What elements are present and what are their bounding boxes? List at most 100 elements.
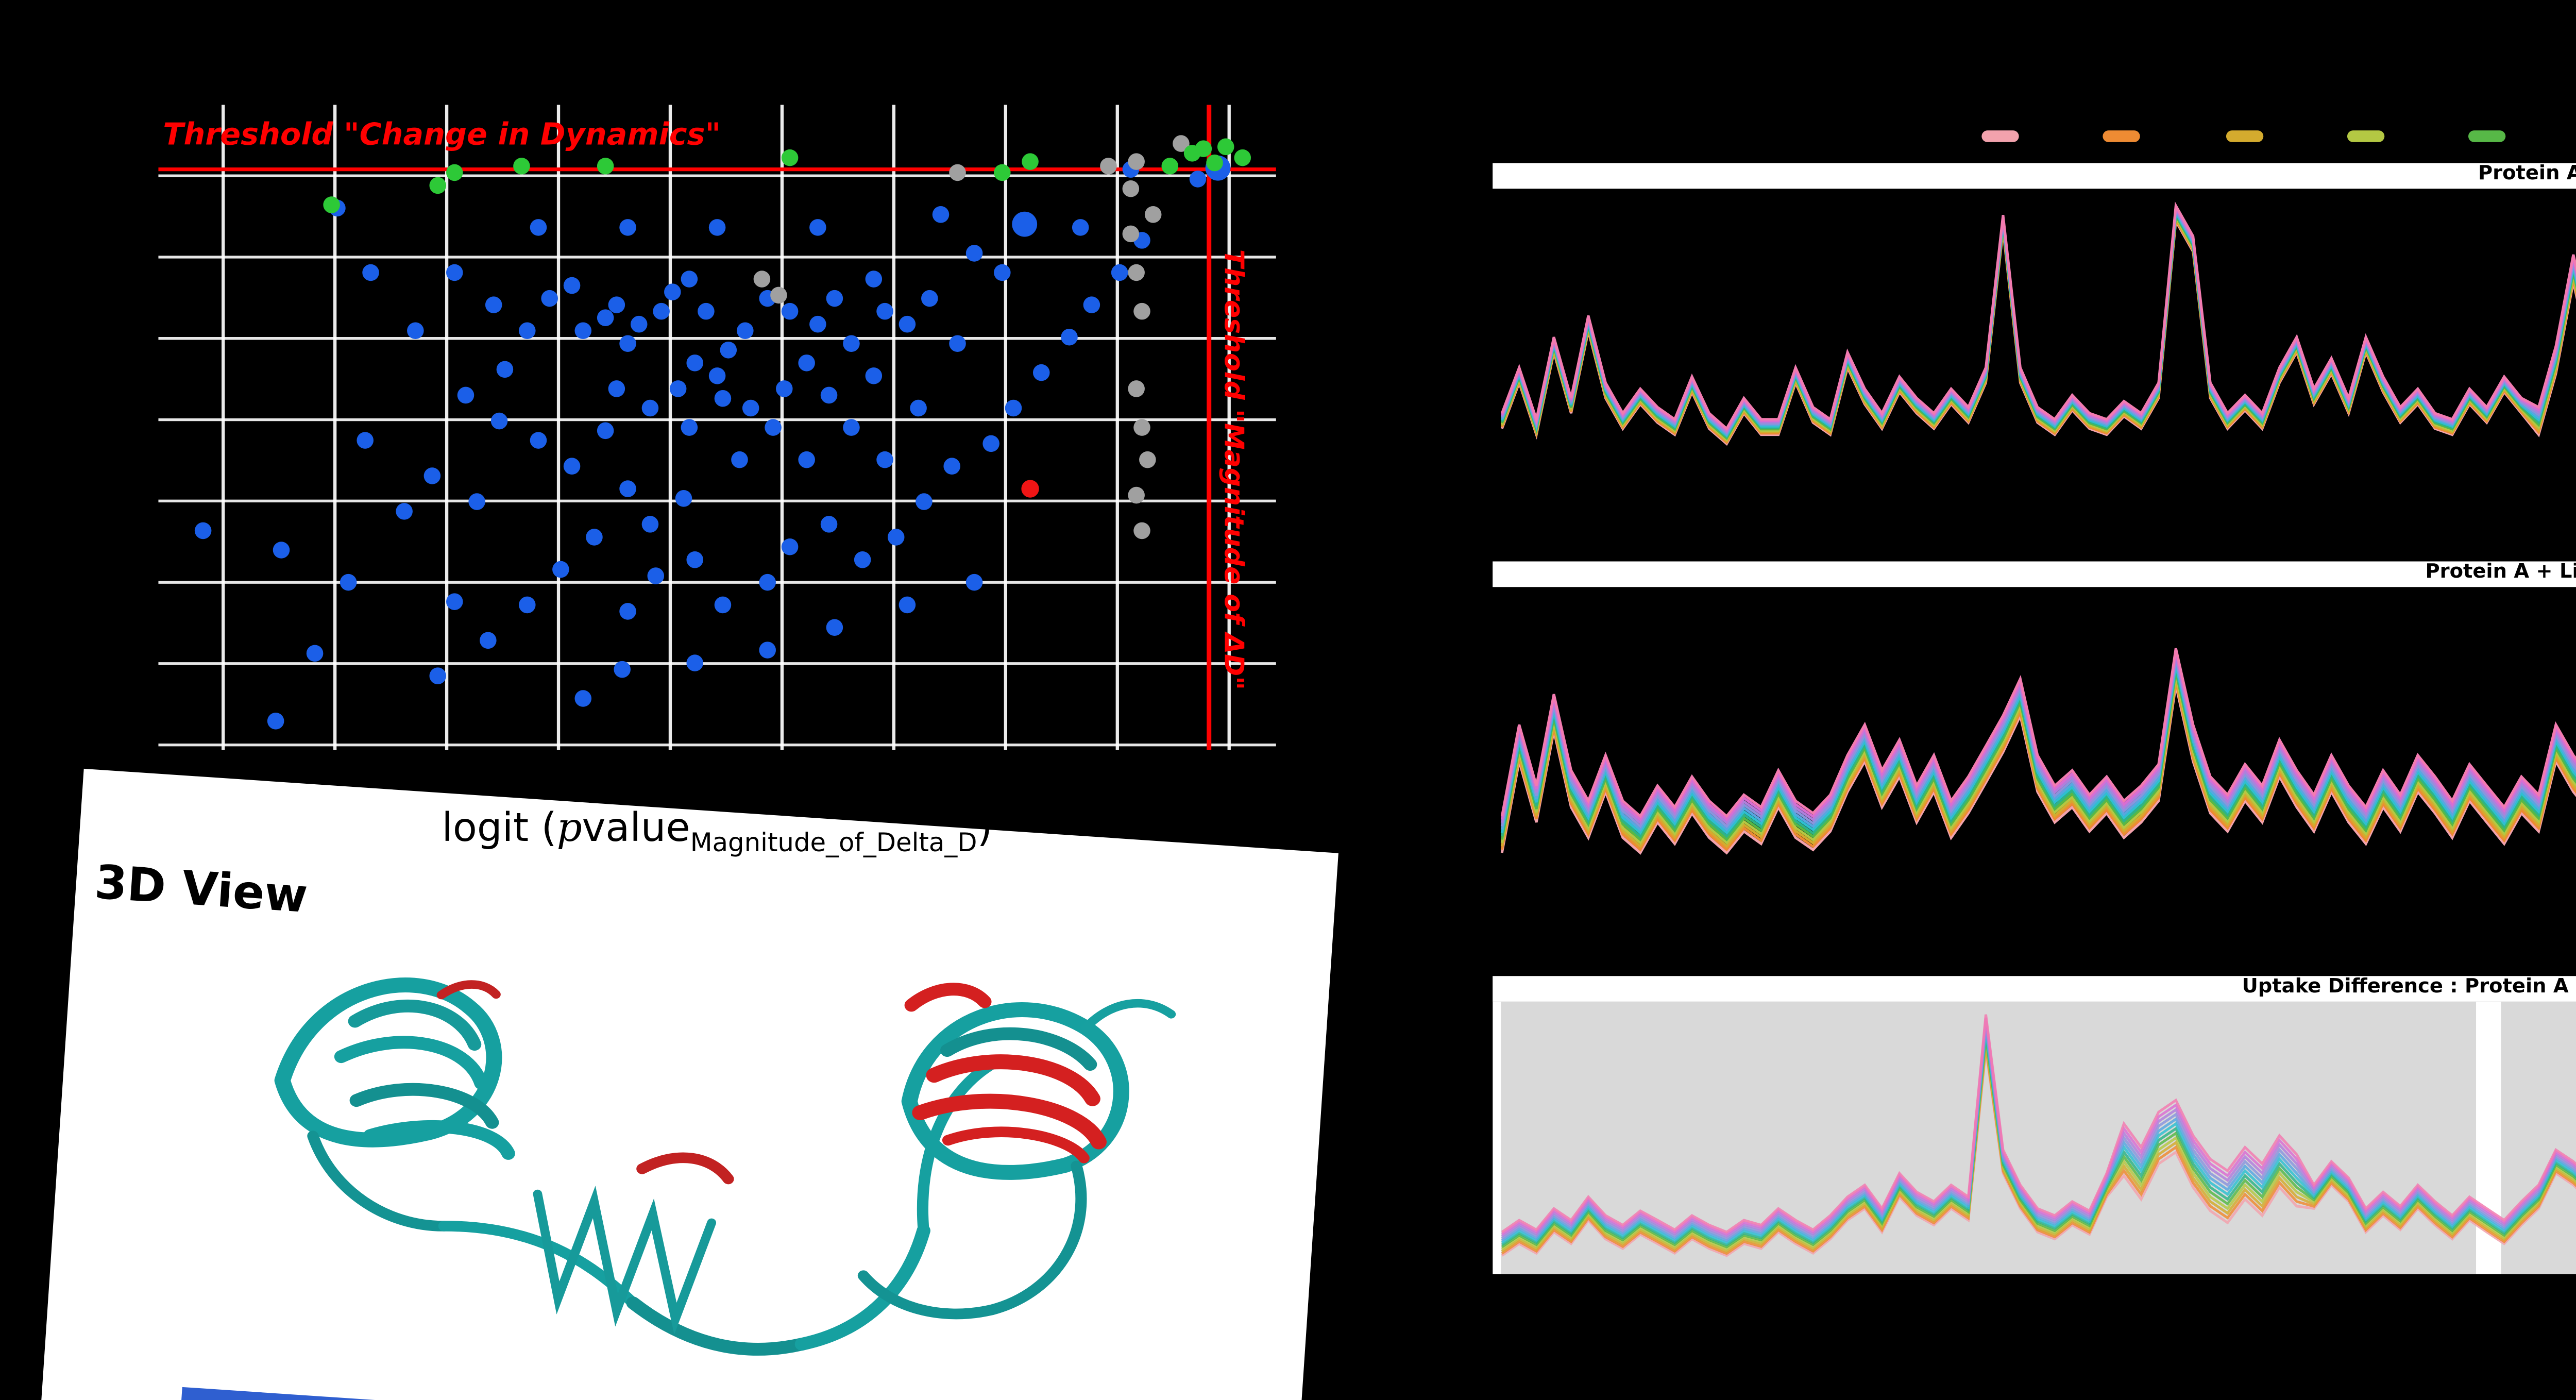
scatter-point [1128, 264, 1145, 281]
scatter-point [1128, 380, 1145, 397]
scatter-point [854, 551, 871, 568]
scatter-point [1122, 225, 1140, 243]
scatter-point [820, 386, 838, 404]
x-axis-label-p: p [556, 806, 582, 853]
scatter-point [809, 315, 826, 333]
scatter-point [765, 419, 782, 436]
scatter-point [916, 493, 933, 510]
scatter-point [675, 490, 692, 507]
scatter-point [340, 574, 357, 591]
series-line [1501, 1033, 2576, 1246]
chart-protein-a[interactable] [1493, 189, 2576, 554]
x-axis-label-post: ) [977, 806, 993, 853]
scatter-point [647, 567, 665, 584]
scatter-point [519, 322, 536, 340]
scatter-point [530, 219, 547, 236]
legend-swatch[interactable] [1981, 130, 2019, 141]
legend-swatch[interactable] [2468, 130, 2506, 141]
panel-3d-view[interactable]: 3D View [37, 768, 1338, 1400]
time-legend [1493, 128, 2576, 147]
scatter-point [653, 302, 670, 320]
chart-protein-a-svg[interactable] [1493, 189, 2576, 554]
chart-uptake-difference[interactable] [1493, 1001, 2576, 1274]
x-axis-label: logit (pvalueMagnitude_of_Delta_D) [345, 806, 1090, 858]
scatter-point [1100, 158, 1117, 175]
scatter-point [708, 367, 726, 384]
scatter-point [714, 596, 732, 614]
series-line [1500, 658, 2576, 829]
series-line [1501, 1040, 2576, 1251]
series-line [1500, 665, 2576, 835]
scatter-point [876, 451, 893, 468]
scatter-point [619, 603, 636, 620]
scatter-point [407, 322, 424, 340]
series-line [1500, 214, 2576, 443]
scatter-point [1195, 140, 1212, 157]
scatter-point [770, 286, 787, 304]
scatter-point [530, 432, 547, 449]
scatter-point [714, 390, 732, 407]
volcano-plot[interactable]: Threshold "Change in Dynamics" Threshold… [158, 105, 1276, 750]
chart-protein-a-ligand-svg[interactable] [1493, 587, 2576, 953]
series-line [1500, 668, 2576, 838]
scatter-point [865, 367, 883, 384]
series-line [1501, 1027, 2576, 1242]
scatter-point [563, 277, 581, 294]
scatter-point [1206, 154, 1223, 172]
legend-swatch[interactable] [2103, 130, 2141, 141]
chart-title-protein-a: Protein A [1493, 163, 2576, 189]
scatter-point [982, 435, 999, 452]
scatter-point [664, 283, 681, 300]
scatter-point [949, 164, 966, 181]
scatter-point [429, 667, 446, 684]
scatter-point [965, 245, 983, 262]
scatter-point [809, 219, 826, 236]
scatter-point [865, 271, 883, 288]
protein-ribbon [274, 977, 1176, 1356]
scatter-point [669, 380, 687, 397]
chart-title-uptake-difference: Uptake Difference : Protein A - (Protein… [1493, 976, 2576, 1002]
scatter-point [597, 158, 614, 175]
scatter-point [541, 290, 558, 307]
volcano-scatter-svg[interactable] [158, 105, 1276, 750]
scatter-point [686, 355, 703, 372]
x-axis-label-mid: value [582, 806, 690, 853]
series-line [1501, 1024, 2576, 1240]
scatter-point [1061, 328, 1078, 346]
scatter-point [943, 458, 960, 475]
scatter-point [731, 451, 748, 468]
scatter-point [759, 642, 776, 659]
scatter-point [686, 551, 703, 568]
scatter-point [1005, 399, 1022, 417]
scatter-point [1111, 264, 1128, 281]
legend-swatch[interactable] [2225, 130, 2263, 141]
scatter-point [1234, 149, 1251, 166]
protein-structure-svg[interactable] [160, 893, 1284, 1400]
scatter-point [619, 335, 636, 352]
scatter-point [781, 538, 799, 555]
scatter-point [619, 480, 636, 497]
series-line [1501, 1020, 2576, 1238]
chart-uptake-difference-svg[interactable] [1493, 1001, 2576, 1274]
scatter-point [608, 380, 625, 397]
scatter-point [574, 690, 592, 707]
chart-protein-a-ligand[interactable] [1493, 587, 2576, 953]
x-axis-label-sub: Magnitude_of_Delta_D [690, 828, 977, 858]
scatter-point [641, 516, 659, 533]
series-line [1500, 671, 2576, 842]
x-axis-label-pre: logit ( [442, 806, 557, 853]
scatter-point [457, 386, 474, 404]
scatter-point [843, 335, 860, 352]
series-line [1500, 674, 2576, 845]
scatter-point [194, 522, 212, 539]
scatter-point [899, 596, 916, 614]
series-line [1500, 215, 2576, 445]
scatter-point [446, 264, 463, 281]
scatter-point [552, 561, 569, 578]
scatter-point [1072, 219, 1089, 236]
scatter-point [1012, 211, 1038, 237]
series-line [1501, 1030, 2576, 1244]
scatter-point [720, 342, 737, 359]
scatter-point [1122, 180, 1140, 197]
legend-swatch[interactable] [2347, 130, 2384, 141]
